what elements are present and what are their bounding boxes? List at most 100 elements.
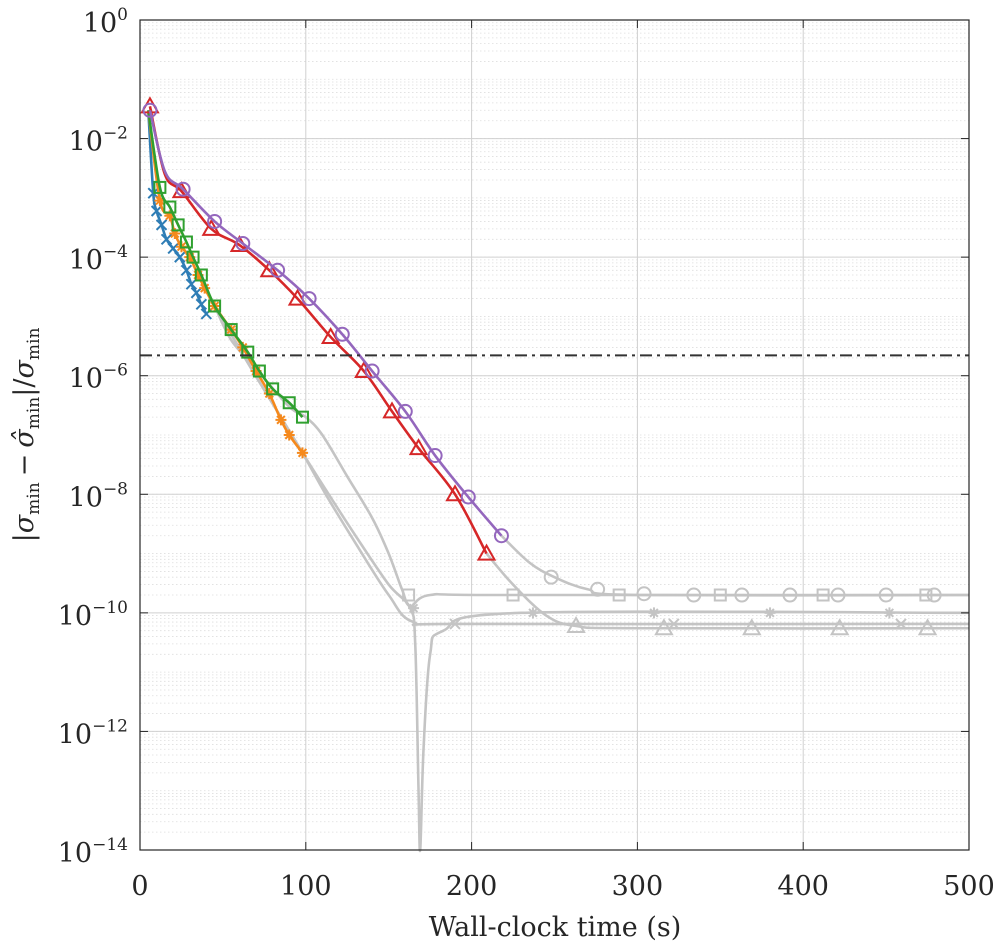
series-marker-circle (142, 102, 158, 118)
y-tick-base: 10 (69, 127, 103, 158)
series-marker-square (241, 345, 255, 359)
y-tick-label: 10−10 (58, 598, 128, 632)
y-tick-exponent: −2 (103, 124, 128, 144)
y-tick-exponent: −14 (92, 835, 128, 855)
gray-series-marker-gray-star (648, 607, 660, 619)
series-marker-cross (195, 298, 208, 311)
series-marker-triangle (320, 326, 341, 344)
series-marker-square (186, 250, 200, 264)
gray-series-marker-gray-circle (926, 587, 942, 603)
series-marker-square (266, 382, 280, 396)
x-tick-label: 0 (131, 871, 148, 902)
y-tick-base: 10 (58, 601, 92, 632)
gray-series-marker-gray-circle (543, 569, 559, 585)
series-marker-square (163, 200, 177, 214)
series-line-triangle (148, 106, 488, 555)
gray-series-marker-gray-square (506, 588, 520, 602)
series-square (147, 110, 309, 424)
series-marker-star (199, 282, 211, 294)
ticks (139, 19, 970, 851)
series-marker-cross (150, 205, 163, 217)
x-tick-label: 200 (446, 871, 498, 902)
y-title-minus: − (9, 454, 40, 477)
y-tick-label: 10−4 (69, 242, 128, 276)
gray-series-marker-gray-square (402, 588, 416, 602)
series-marker-circle (301, 291, 317, 307)
series-marker-triangle (408, 438, 429, 456)
series-marker-square (171, 218, 185, 232)
y-tick-label: 10−12 (58, 716, 128, 750)
series-marker-triangle (354, 361, 374, 379)
series-marker-square (252, 364, 266, 378)
y-tick-exponent: −4 (103, 242, 128, 262)
gray-series-marker-gray-circle (590, 581, 606, 597)
series-marker-circle (235, 235, 251, 251)
y-tick-exponent: −10 (92, 598, 128, 618)
y-tick-exponent: −6 (103, 361, 128, 381)
y-title-sub: min (24, 397, 44, 430)
gray-series-marker-gray-circle (878, 587, 894, 603)
x-axis-title: Wall-clock time (s) (429, 912, 682, 943)
y-title-sub: min (24, 482, 44, 515)
series-marker-triangle (287, 288, 308, 306)
series-marker-circle (270, 262, 286, 278)
series-marker-triangle (445, 484, 465, 502)
gray-series-marker-gray-circle (782, 587, 798, 603)
y-title-sub: min (24, 328, 44, 361)
series-marker-star (192, 269, 204, 281)
series-marker-star (250, 365, 262, 377)
series-marker-circle (397, 403, 413, 419)
y-title-sigma: σ (9, 359, 40, 379)
y-tick-label: 10−8 (69, 479, 128, 513)
y-tick-exponent: −8 (103, 479, 128, 499)
series-marker-circle (460, 489, 476, 505)
y-tick-label: 10−14 (58, 835, 128, 869)
gray-series-marker-gray-triangle (742, 618, 762, 636)
series-layer (140, 96, 509, 561)
y-tick-exponent: −12 (92, 716, 128, 736)
gray-series-line-gray-triangle (485, 552, 970, 630)
series-marker-star (164, 210, 176, 222)
series-marker-square (208, 299, 222, 313)
x-tick-label: 300 (612, 871, 664, 902)
series-line-square (147, 110, 304, 419)
gray-series-marker-gray-triangle (654, 618, 674, 636)
y-tick-base: 10 (83, 8, 117, 39)
gray-series-marker-gray-triangle (829, 618, 850, 636)
series-marker-circle (207, 213, 223, 229)
gray-series-marker-gray-star (883, 607, 895, 619)
gray-series-marker-gray-circle (734, 587, 750, 603)
series-marker-circle (334, 326, 350, 342)
series-marker-cross (180, 264, 193, 277)
series-marker-star (283, 429, 295, 441)
series-marker-square (282, 396, 296, 410)
series-marker-circle (364, 363, 380, 379)
series-cross (146, 110, 213, 320)
gray-series-gray-circle (500, 534, 970, 603)
gray-series-marker-gray-triangle (566, 615, 586, 634)
x-tick-label: 500 (943, 871, 995, 902)
gray-series-marker-gray-star (408, 602, 420, 614)
gray-series-marker-gray-circle (686, 587, 702, 603)
y-tick-base: 10 (69, 364, 103, 395)
series-marker-square (295, 410, 309, 424)
series-marker-triangle (476, 543, 497, 561)
x-tick-label: 400 (777, 871, 829, 902)
series-marker-cross (190, 287, 203, 299)
y-title-slash: / (9, 378, 40, 388)
series-marker-cross (167, 242, 179, 255)
y-title-abs-open: | (9, 533, 40, 542)
series-circle (142, 102, 509, 544)
series-marker-triangle (259, 260, 280, 278)
gray-series-gray-triangle (485, 552, 970, 636)
y-title-sigma-hat: σ̂ (9, 428, 40, 448)
gray-series-marker-gray-triangle (917, 618, 938, 636)
y-tick-base: 10 (58, 719, 92, 750)
x-tick-label: 100 (280, 871, 332, 902)
y-tick-base: 10 (58, 838, 92, 869)
series-marker-square (179, 235, 193, 249)
series-line-circle (148, 109, 503, 537)
y-tick-label: 100 (83, 5, 128, 39)
